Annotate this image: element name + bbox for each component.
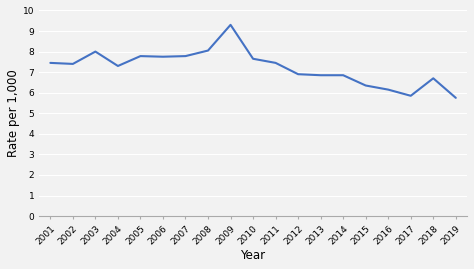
Y-axis label: Rate per 1,000: Rate per 1,000 <box>7 69 20 157</box>
X-axis label: Year: Year <box>240 249 265 262</box>
